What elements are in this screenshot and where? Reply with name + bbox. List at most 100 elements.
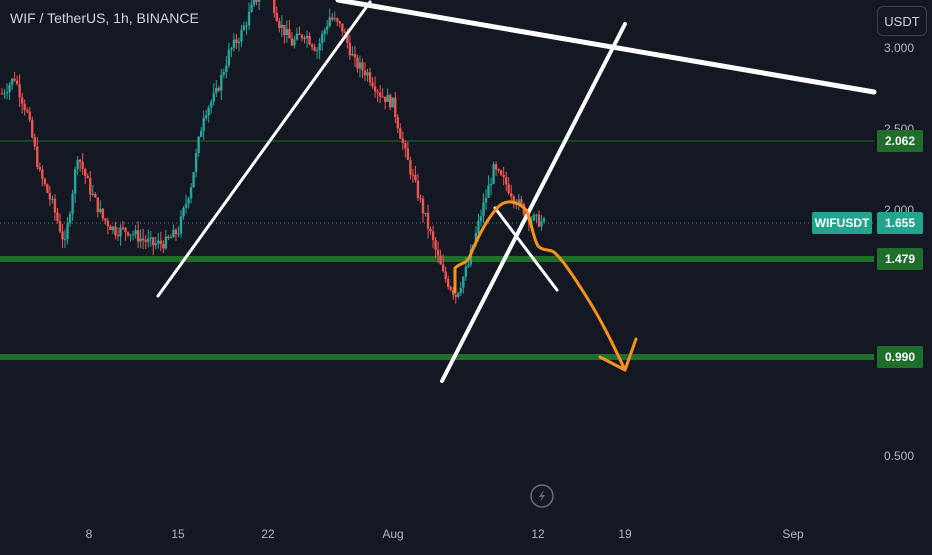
candle-body [177,233,180,235]
candle-body [202,118,205,132]
candle-body [341,23,344,32]
candle-body [61,231,64,240]
candle-body [494,164,498,170]
candle-body [441,264,445,272]
candle-body [172,229,175,238]
candle-body [187,198,190,204]
candle-body [33,137,36,147]
candle-body [41,169,44,179]
candle-body [520,199,523,204]
candle-body [540,221,543,227]
candle-body [106,220,110,227]
candle-body [10,78,14,85]
time-tick-label: 15 [171,527,185,541]
projection-arrowhead [598,337,638,372]
candle-body [114,226,117,236]
support-level-line [0,256,874,262]
currency-selector[interactable]: USDT [877,6,927,36]
candle-body [358,62,362,69]
candle-body [333,18,336,20]
candle-body [36,146,39,168]
candle-body [78,159,82,162]
symbol-tag [812,212,872,234]
candle-body [245,25,248,27]
candle-body [499,170,503,175]
candle-body [184,203,188,208]
candle-body [409,159,412,175]
candle-body [149,237,152,239]
candle-body [215,88,218,93]
candle-body [204,115,208,119]
candle-body [144,240,147,242]
candle-body [83,168,87,177]
candle-body [313,47,316,51]
candle-body [371,82,374,87]
candle-body [489,183,493,186]
candle-body [293,39,296,46]
support-levels [0,140,874,360]
candle-body [504,177,508,185]
candle-body [235,39,238,44]
candle-body [247,11,251,26]
price-marker-label: 1.479 [885,252,915,266]
candle-body [94,193,97,198]
candle-body [157,240,160,244]
candle-body [467,264,470,267]
time-tick-label: Aug [382,527,403,541]
candle-body [310,44,314,48]
candle-body [8,84,11,93]
candle-body [373,86,377,92]
candle-body [227,49,231,66]
rising-trendline-left [156,0,372,298]
candle-body [447,279,450,288]
time-tick-label: 12 [531,527,545,541]
time-tick-label: 8 [86,527,93,541]
candle-body [207,107,210,116]
drawings [156,0,877,383]
candle-body [275,12,278,21]
candle-body [492,164,495,184]
candle-body [71,193,74,215]
candle-body [512,196,515,203]
candle-body [411,174,415,176]
candle-body [421,198,425,214]
time-tick-label: 19 [618,527,632,541]
candle-body [462,276,465,288]
candle-body [434,240,437,250]
candle-body [457,292,460,297]
candle-body [285,29,289,36]
candle-body [48,192,52,200]
candle-body [220,74,223,91]
candle-body [154,243,157,246]
candle-body [164,236,168,249]
candle-body [356,57,359,69]
symbol-tag-label: WIFUSDT [815,216,870,230]
candle-body [116,235,120,237]
candle-body [194,152,198,173]
candle-body [482,202,485,217]
candle-body [426,212,430,229]
candle-body [242,25,246,31]
candle-body [361,62,364,71]
candle-body [89,178,92,195]
candle-body [96,197,99,213]
candle-body [230,48,233,50]
candle-body [212,92,215,102]
candle-body [46,184,49,193]
candle-body [396,116,399,129]
lightning-icon[interactable] [530,484,554,508]
candle-body [487,185,490,198]
candle-body [257,0,261,2]
candle-body [459,287,463,293]
candle-body [199,131,203,137]
candle-body [348,42,352,56]
candle-body [126,232,130,236]
price-tick-label: 0.500 [884,449,914,463]
candle-body [510,193,513,197]
candle-body [295,33,299,40]
candle-body [134,230,137,235]
time-axis[interactable] [0,515,874,550]
candle-body [479,216,483,221]
